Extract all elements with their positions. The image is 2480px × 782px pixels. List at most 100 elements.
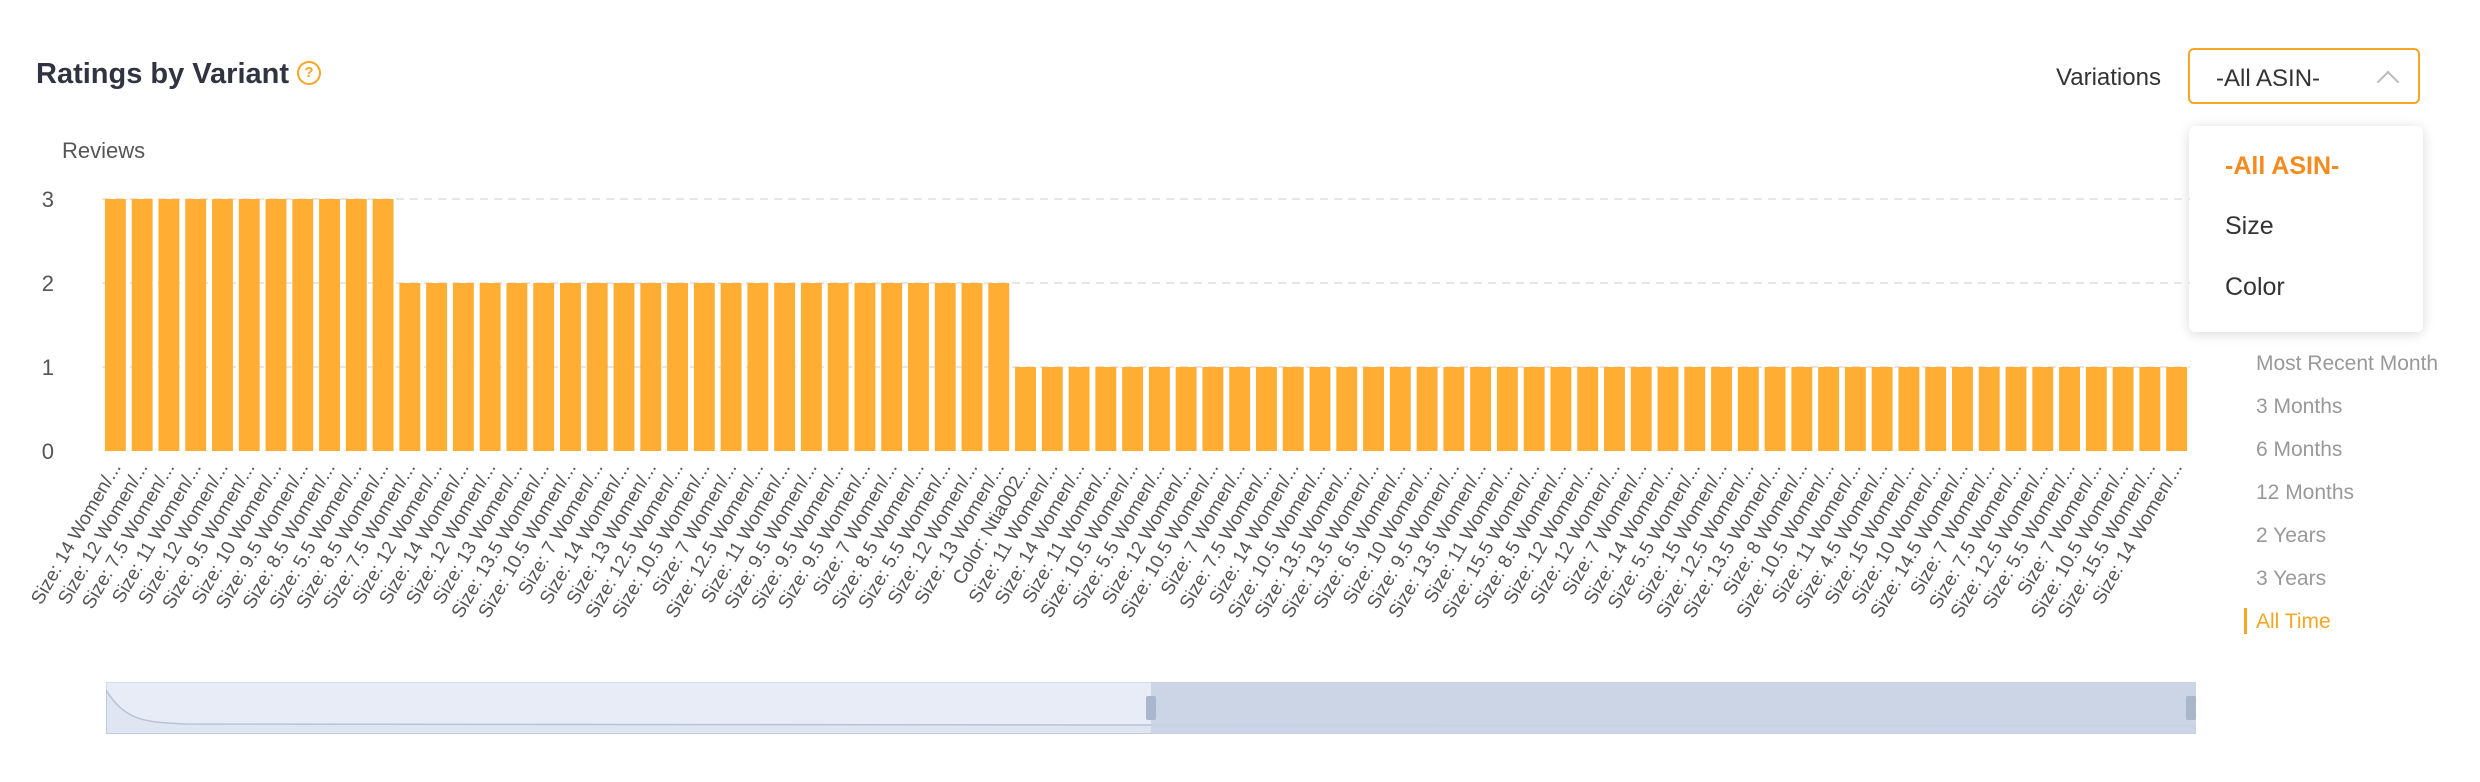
bar[interactable] bbox=[1041, 367, 1063, 451]
bar[interactable] bbox=[104, 199, 126, 451]
bar[interactable] bbox=[372, 199, 394, 451]
bar[interactable] bbox=[319, 199, 340, 451]
bar[interactable] bbox=[1443, 367, 1465, 451]
bar[interactable] bbox=[961, 283, 983, 451]
bar[interactable] bbox=[1764, 367, 1786, 451]
bar[interactable] bbox=[613, 283, 635, 451]
bar[interactable] bbox=[1978, 367, 2000, 451]
bar[interactable] bbox=[1336, 367, 1358, 451]
bar[interactable] bbox=[934, 283, 956, 451]
bar[interactable] bbox=[1684, 367, 1706, 451]
bar[interactable] bbox=[185, 199, 207, 451]
bar[interactable] bbox=[1657, 367, 1679, 451]
zoom-handle-right[interactable] bbox=[2186, 696, 2196, 720]
bar[interactable] bbox=[827, 283, 849, 451]
dropdown-option-color[interactable]: Color bbox=[2225, 273, 2285, 301]
question-circle-icon[interactable]: ? bbox=[297, 60, 322, 85]
range-12-months[interactable]: 12 Months bbox=[2256, 481, 2355, 504]
bar[interactable] bbox=[1175, 367, 1197, 451]
bar[interactable] bbox=[2166, 367, 2188, 451]
ratings-bar-chart: Reviews 0 1 2 3 Size: 14 Women/...Size: 12 … bbox=[27, 138, 2190, 622]
bar[interactable] bbox=[2059, 367, 2080, 451]
bar[interactable] bbox=[1630, 367, 1652, 451]
bar[interactable] bbox=[988, 283, 1010, 451]
bar[interactable] bbox=[399, 283, 421, 451]
bar[interactable] bbox=[426, 283, 448, 451]
bar[interactable] bbox=[1148, 367, 1170, 451]
bar[interactable] bbox=[1871, 367, 1893, 451]
select-value: -All ASIN- bbox=[2216, 65, 2321, 92]
range-3-years[interactable]: 3 Years bbox=[2256, 567, 2327, 590]
bar[interactable] bbox=[1711, 367, 1732, 451]
bar[interactable] bbox=[1577, 367, 1599, 451]
bar[interactable] bbox=[640, 283, 662, 451]
bar[interactable] bbox=[158, 199, 180, 451]
bar[interactable] bbox=[1844, 367, 1866, 451]
zoom-slider[interactable] bbox=[106, 682, 2196, 734]
bar[interactable] bbox=[452, 283, 474, 451]
bar[interactable] bbox=[667, 283, 688, 451]
bar[interactable] bbox=[1523, 367, 1545, 451]
y-tick-label: 2 bbox=[42, 271, 54, 296]
bar[interactable] bbox=[479, 283, 501, 451]
variations-select[interactable]: -All ASIN- bbox=[2188, 48, 2420, 104]
chevron-up-icon bbox=[2376, 70, 2400, 94]
bar[interactable] bbox=[292, 199, 314, 451]
bar[interactable] bbox=[800, 283, 822, 451]
bar[interactable] bbox=[1898, 367, 1920, 451]
bar[interactable] bbox=[1229, 367, 1251, 451]
bar[interactable] bbox=[1496, 367, 1518, 451]
bar[interactable] bbox=[1470, 367, 1492, 451]
bar[interactable] bbox=[533, 283, 555, 451]
bar[interactable] bbox=[345, 199, 367, 451]
bar[interactable] bbox=[1818, 367, 1840, 451]
bar[interactable] bbox=[1952, 367, 1973, 451]
bar[interactable] bbox=[1309, 367, 1331, 451]
bar[interactable] bbox=[1925, 367, 1947, 451]
bar[interactable] bbox=[908, 283, 929, 451]
range-3-months[interactable]: 3 Months bbox=[2256, 395, 2343, 418]
zoom-selection-window[interactable] bbox=[1151, 682, 2196, 734]
bar[interactable] bbox=[881, 283, 903, 451]
bar[interactable] bbox=[1282, 367, 1304, 451]
bar[interactable] bbox=[1202, 367, 1224, 451]
bar[interactable] bbox=[854, 283, 876, 451]
range-most-recent-month[interactable]: Most Recent Month bbox=[2256, 352, 2439, 375]
dropdown-option-size[interactable]: Size bbox=[2225, 212, 2274, 240]
dropdown-option-all-asin[interactable]: -All ASIN- bbox=[2225, 152, 2340, 180]
bar[interactable] bbox=[2005, 367, 2027, 451]
bar[interactable] bbox=[1363, 367, 1384, 451]
bar[interactable] bbox=[1068, 367, 1090, 451]
bar[interactable] bbox=[1604, 367, 1625, 451]
bar[interactable] bbox=[586, 283, 608, 451]
bar[interactable] bbox=[720, 283, 742, 451]
bar[interactable] bbox=[2112, 367, 2134, 451]
bar[interactable] bbox=[1550, 367, 1572, 451]
zoom-handle-left[interactable] bbox=[1146, 696, 1156, 720]
y-tick-labels: 0 1 2 3 bbox=[42, 187, 54, 464]
bar[interactable] bbox=[1095, 367, 1117, 451]
bar[interactable] bbox=[1256, 367, 1277, 451]
bar[interactable] bbox=[693, 283, 715, 451]
bar[interactable] bbox=[1015, 367, 1036, 451]
range-2-years[interactable]: 2 Years bbox=[2256, 524, 2327, 547]
y-tick-label: 3 bbox=[42, 187, 54, 212]
range-6-months[interactable]: 6 Months bbox=[2256, 438, 2343, 461]
range-all-time[interactable]: All Time bbox=[2256, 610, 2331, 633]
bar[interactable] bbox=[560, 283, 581, 451]
bar[interactable] bbox=[506, 283, 528, 451]
bar[interactable] bbox=[2032, 367, 2054, 451]
bar[interactable] bbox=[2139, 367, 2161, 451]
bar[interactable] bbox=[747, 283, 769, 451]
bar[interactable] bbox=[131, 199, 153, 451]
bar[interactable] bbox=[265, 199, 287, 451]
bar[interactable] bbox=[1389, 367, 1411, 451]
bar[interactable] bbox=[238, 199, 260, 451]
bar[interactable] bbox=[1122, 367, 1144, 451]
bar[interactable] bbox=[212, 199, 233, 451]
bar[interactable] bbox=[1737, 367, 1759, 451]
bar[interactable] bbox=[1791, 367, 1813, 451]
bar[interactable] bbox=[774, 283, 796, 451]
bar[interactable] bbox=[1416, 367, 1438, 451]
bar[interactable] bbox=[2085, 367, 2107, 451]
